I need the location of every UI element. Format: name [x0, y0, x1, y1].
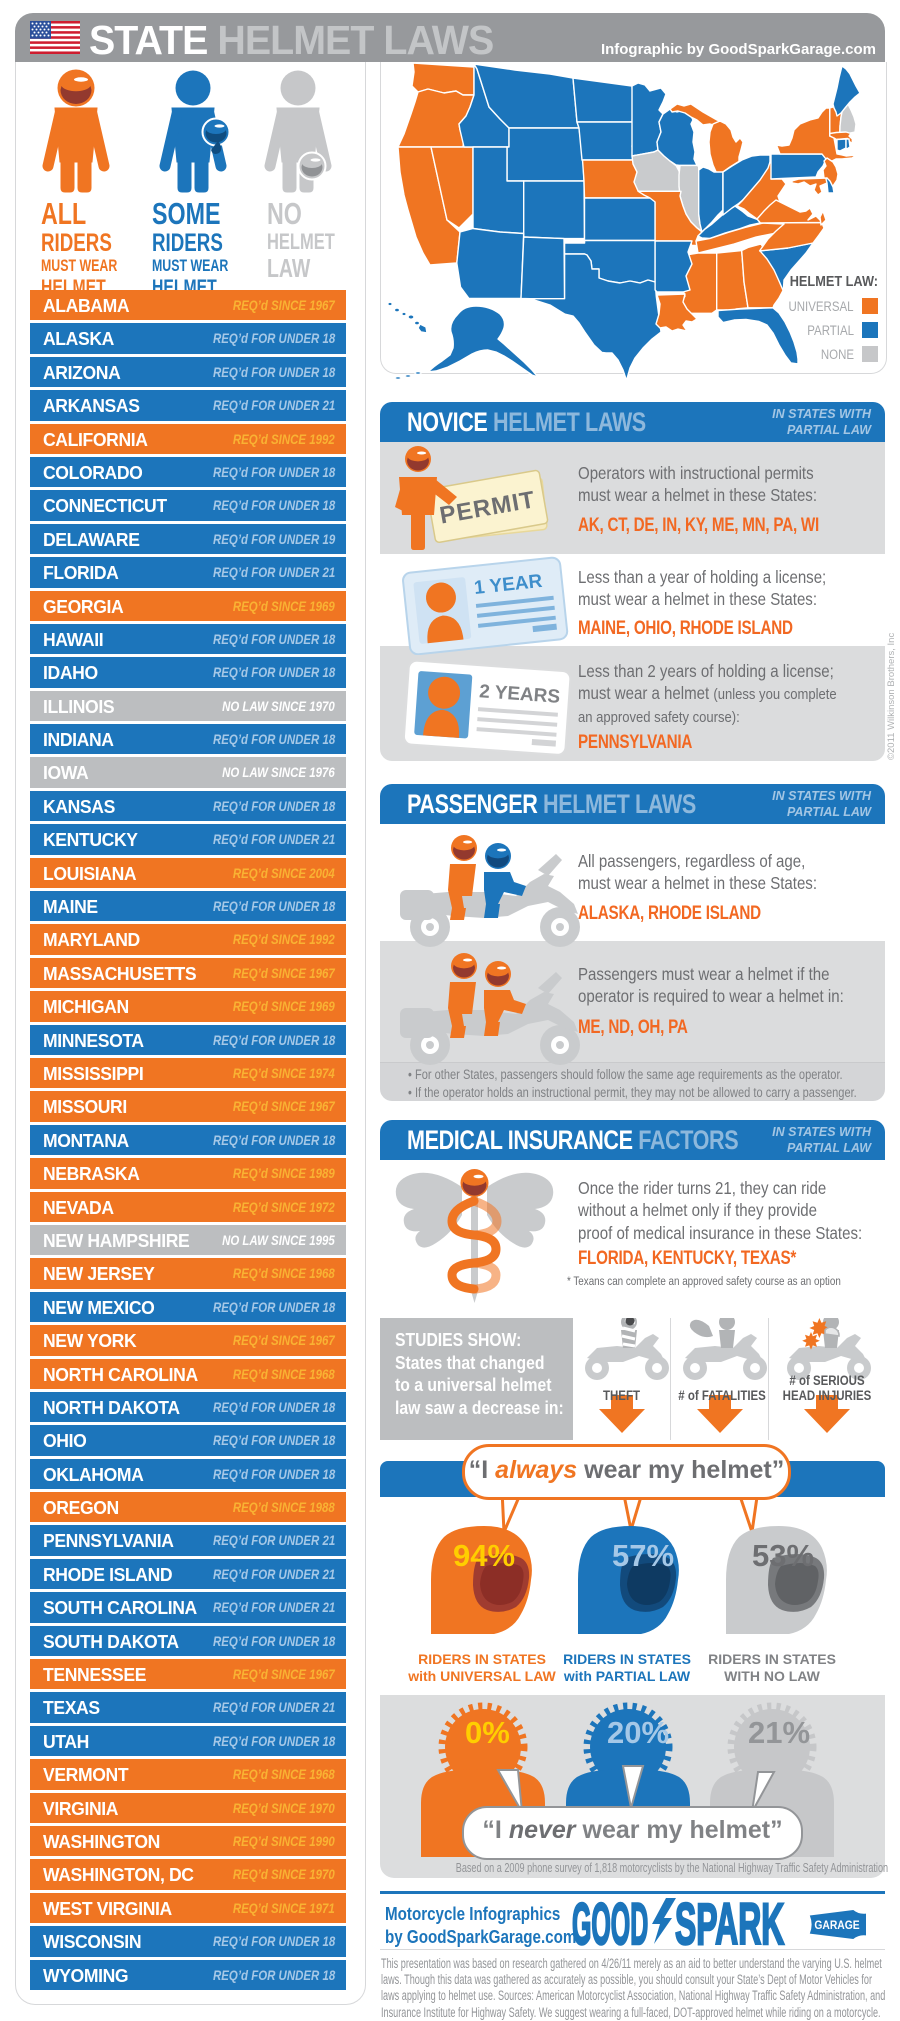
svg-text:GARAGE: GARAGE	[814, 1919, 859, 1932]
